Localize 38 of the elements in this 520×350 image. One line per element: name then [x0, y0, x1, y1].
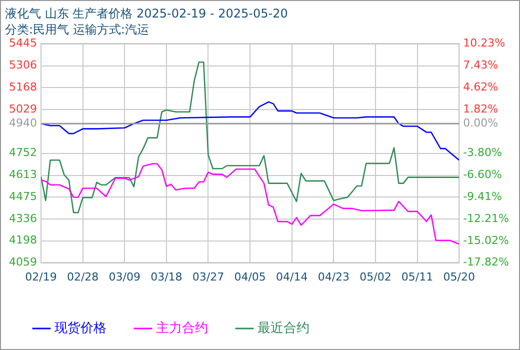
legend-label: 现货价格	[54, 320, 106, 336]
x-tick-label: 03/27	[192, 270, 224, 284]
y2-tick-label: 7.43%	[463, 58, 498, 72]
y-tick-label: 5445	[8, 36, 37, 50]
x-tick-label: 04/05	[234, 270, 266, 284]
y2-tick-label: -3.80%	[463, 146, 502, 160]
y2-tick-label: 10.23%	[463, 36, 506, 50]
chart-title: 液化气 山东 生产者价格 2025-02-19 - 2025-05-20	[5, 6, 288, 20]
y2-tick-label: 1.82%	[463, 102, 498, 116]
y2-tick-label: -12.21%	[463, 212, 510, 225]
chart-subtitle: 分类:民用气 运输方式:汽运	[5, 22, 149, 37]
y-tick-label: 4475	[8, 190, 37, 203]
y-tick-label: 5168	[8, 80, 37, 94]
x-tick-label: 05/20	[443, 270, 475, 284]
y-tick-label: 4198	[8, 234, 37, 247]
y-tick-label: 5029	[8, 102, 37, 116]
y-tick-label: 4336	[8, 212, 37, 225]
legend-label: 最近合约	[258, 320, 310, 336]
y2-tick-label: -9.41%	[463, 190, 502, 203]
y2-tick-label: 0.00%	[463, 116, 498, 130]
x-tick-label: 05/11	[401, 270, 434, 284]
x-tick-label: 02/28	[66, 270, 99, 284]
y2-tick-label: -6.60%	[463, 168, 502, 182]
x-tick-label: 02/19	[25, 270, 57, 284]
y-tick-label: 4059	[8, 256, 37, 269]
y-tick-label: 4940	[8, 116, 37, 130]
x-tick-label: 03/18	[150, 270, 182, 284]
x-tick-label: 04/14	[276, 270, 308, 284]
y2-tick-label: -17.82%	[463, 256, 510, 269]
y2-tick-label: -15.02%	[463, 234, 510, 247]
x-tick-label: 03/09	[108, 270, 140, 284]
x-tick-label: 04/23	[318, 270, 350, 284]
y-tick-label: 4752	[8, 146, 37, 160]
y-tick-label: 5306	[8, 58, 37, 72]
y-tick-label: 4613	[8, 168, 37, 182]
x-tick-label: 05/02	[360, 270, 392, 284]
legend-label: 主力合约	[156, 320, 208, 336]
y2-tick-label: 4.62%	[463, 80, 498, 94]
